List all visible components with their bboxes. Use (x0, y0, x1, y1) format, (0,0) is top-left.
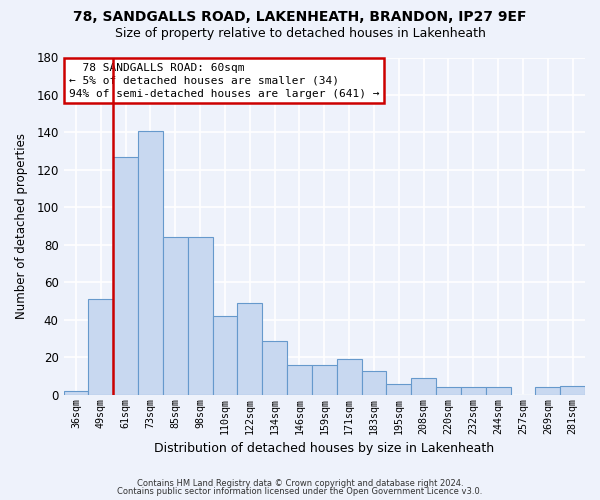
Bar (337, 360, 362, 395)
Bar (411, 378, 436, 395)
Text: Contains public sector information licensed under the Open Government Licence v3: Contains public sector information licen… (118, 487, 482, 496)
Bar (287, 365, 312, 395)
Bar (386, 384, 411, 395)
Text: 78 SANDGALLS ROAD: 60sqm
← 5% of detached houses are smaller (34)
94% of semi-de: 78 SANDGALLS ROAD: 60sqm ← 5% of detache… (69, 62, 379, 99)
Bar (212, 316, 238, 395)
Bar (461, 388, 485, 395)
X-axis label: Distribution of detached houses by size in Lakenheath: Distribution of detached houses by size … (154, 442, 494, 455)
Text: Size of property relative to detached houses in Lakenheath: Size of property relative to detached ho… (115, 28, 485, 40)
Bar (188, 238, 212, 395)
Bar (88, 300, 113, 395)
Text: Contains HM Land Registry data © Crown copyright and database right 2024.: Contains HM Land Registry data © Crown c… (137, 478, 463, 488)
Bar (113, 157, 138, 395)
Bar (436, 388, 461, 395)
Bar (485, 388, 511, 395)
Y-axis label: Number of detached properties: Number of detached properties (15, 133, 28, 319)
Bar (238, 303, 262, 395)
Bar (312, 365, 337, 395)
Bar (560, 386, 585, 395)
Text: 78, SANDGALLS ROAD, LAKENHEATH, BRANDON, IP27 9EF: 78, SANDGALLS ROAD, LAKENHEATH, BRANDON,… (73, 10, 527, 24)
Bar (138, 130, 163, 395)
Bar (163, 238, 188, 395)
Bar (535, 388, 560, 395)
Bar (64, 391, 88, 395)
Bar (262, 340, 287, 395)
Bar (362, 370, 386, 395)
